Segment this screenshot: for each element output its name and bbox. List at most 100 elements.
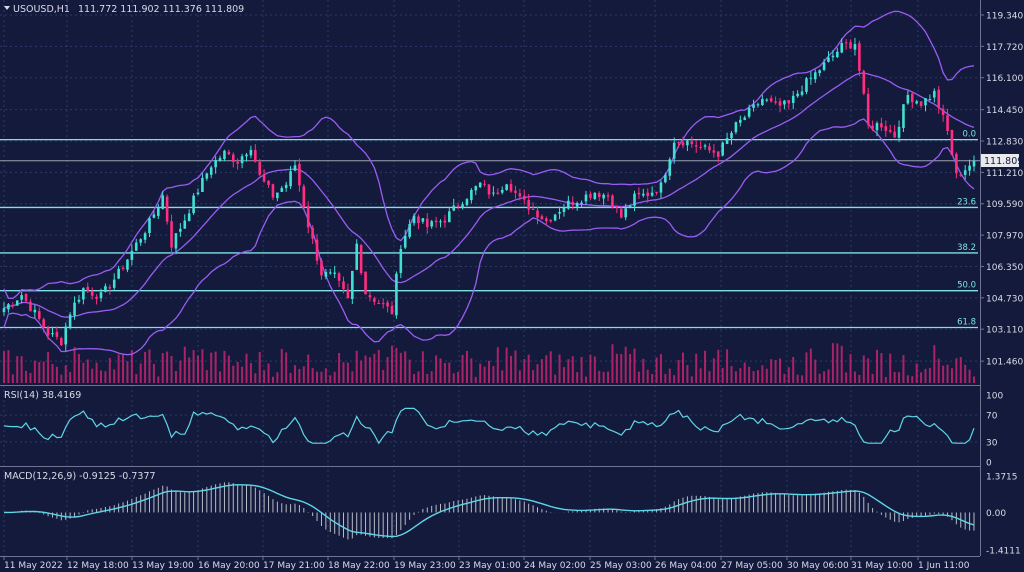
volume-bar xyxy=(126,361,129,383)
volume-bar xyxy=(942,365,945,383)
candle-body xyxy=(752,104,755,108)
volume-bar xyxy=(726,349,729,383)
candle-body xyxy=(858,43,861,71)
candle-body xyxy=(33,309,37,313)
candle-body xyxy=(99,292,103,299)
candle-body xyxy=(633,193,636,206)
volume-bar xyxy=(413,373,416,383)
volume-bar xyxy=(704,350,707,383)
bollinger-lower-band xyxy=(3,118,975,356)
candle-body xyxy=(351,270,354,300)
volume-bar xyxy=(717,349,720,383)
macd-label[interactable]: MACD(12,26,9) -0.9125 -0.7377 xyxy=(4,471,156,482)
volume-bar xyxy=(241,366,244,383)
time-tick-label: 17 May 21:00 xyxy=(263,561,325,571)
symbol-label[interactable]: USOUSD,H1 xyxy=(13,4,70,15)
candle-body xyxy=(46,327,50,336)
volume-bar xyxy=(492,365,495,383)
volume-bar xyxy=(223,350,226,383)
volume-bar xyxy=(831,343,834,383)
candle-body xyxy=(831,55,835,58)
volume-bar xyxy=(562,367,565,383)
volume-bar xyxy=(227,355,230,383)
candle-body xyxy=(703,145,707,147)
candle-body xyxy=(536,210,539,218)
fib-level-label: 50.0 xyxy=(957,281,976,291)
price-tick-label: 112.830 xyxy=(986,138,1023,148)
volume-bar xyxy=(236,361,239,383)
candle-body xyxy=(227,151,231,155)
volume-bar xyxy=(682,352,684,383)
candle-body xyxy=(611,195,614,208)
current-price-tag: 111.809 xyxy=(984,156,1023,167)
volume-bar xyxy=(285,352,288,383)
volume-bar xyxy=(973,376,975,383)
candle-body xyxy=(783,100,786,105)
volume-bar xyxy=(386,357,389,383)
time-tick-label: 31 May 10:00 xyxy=(851,561,913,571)
symbol-dropdown-icon[interactable] xyxy=(4,6,10,10)
candle-body xyxy=(267,180,270,185)
rsi-label[interactable]: RSI(14) 38.4169 xyxy=(4,390,81,401)
candle-body xyxy=(906,94,910,104)
bollinger-bands xyxy=(3,10,975,356)
volume-bar xyxy=(739,368,742,383)
volume-bar xyxy=(730,366,733,383)
volume-bar xyxy=(421,351,424,383)
candle-body xyxy=(236,162,239,164)
candle-body xyxy=(461,204,464,208)
macd-panel: 1.3715 0.00 -1.4111 xyxy=(3,473,1021,557)
volume-bar xyxy=(668,368,671,383)
candle-body xyxy=(126,259,129,270)
time-tick-label: 30 May 06:00 xyxy=(787,561,849,571)
volume-bar xyxy=(33,360,36,383)
candle-body xyxy=(496,192,500,194)
candle-body xyxy=(628,205,632,208)
volume-bar xyxy=(611,344,614,383)
candle-body xyxy=(443,220,447,223)
time-tick-label: 13 May 19:00 xyxy=(132,561,194,571)
volume-bar xyxy=(787,367,790,383)
volume-bar xyxy=(876,349,878,383)
volume-bar xyxy=(840,345,843,383)
volume-bar xyxy=(307,354,310,383)
candle-body xyxy=(809,77,813,79)
candle-body xyxy=(214,159,217,168)
candle-body xyxy=(584,194,588,202)
volume-bar xyxy=(496,347,499,383)
volume-bar xyxy=(232,365,235,383)
volume-bar xyxy=(47,352,50,383)
candle-body xyxy=(606,195,610,197)
candle-body xyxy=(448,211,451,223)
candle-body xyxy=(280,188,284,192)
candle-body xyxy=(818,70,821,74)
volume-bar xyxy=(16,356,19,383)
candle-body xyxy=(571,201,575,206)
volume-bar xyxy=(924,368,927,383)
candle-body xyxy=(791,95,795,103)
volume-bar xyxy=(598,370,601,383)
candle-body xyxy=(615,206,619,208)
candle-body xyxy=(805,78,808,92)
candle-body xyxy=(827,57,830,62)
candle-body xyxy=(2,308,6,313)
volume-bar xyxy=(955,358,958,383)
candle-body xyxy=(959,174,963,176)
volume-bar xyxy=(699,368,702,383)
macd-level-label: -1.4111 xyxy=(986,547,1021,557)
volume-bar xyxy=(796,374,799,383)
time-tick-label: 27 May 05:00 xyxy=(721,561,783,571)
candle-body xyxy=(7,304,10,310)
volume-bar xyxy=(708,371,711,383)
volume-bar xyxy=(435,355,438,383)
volume-bar xyxy=(686,365,689,383)
candle-body xyxy=(55,331,59,337)
volume-bar xyxy=(144,351,147,383)
volume-bar xyxy=(893,371,896,383)
volume-bar xyxy=(457,371,460,383)
volume-bar xyxy=(752,371,755,383)
bollinger-upper-band xyxy=(3,10,975,300)
candle-body xyxy=(862,71,866,94)
candle-body xyxy=(928,99,932,101)
